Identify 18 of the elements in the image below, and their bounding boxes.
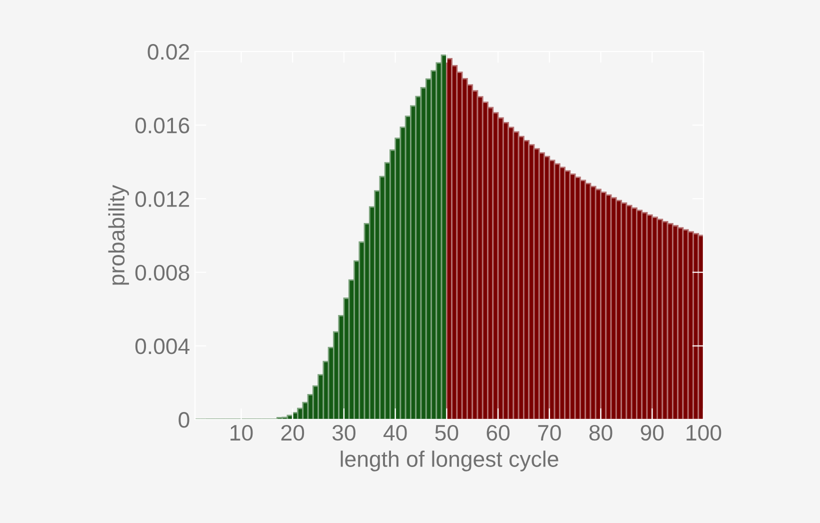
x-tick-label: 90	[640, 424, 664, 441]
x-axis-title: length of longest cycle	[340, 450, 558, 472]
x-tick-label: 40	[383, 424, 407, 441]
x-tick-label: 20	[281, 424, 304, 441]
x-tick-label: 80	[589, 424, 612, 441]
x-tick-label: 60	[486, 424, 510, 441]
y-tick-label: 0	[178, 412, 190, 428]
x-tick-label: 70	[538, 424, 561, 441]
y-tick-label: 0.004	[135, 338, 190, 354]
y-axis-title: probability	[108, 184, 129, 285]
y-tick-label: 0.016	[135, 118, 190, 134]
x-tick-label: 50	[435, 424, 458, 441]
x-tick-label: 30	[332, 424, 356, 441]
y-tick-label: 0.012	[135, 191, 190, 207]
y-tick-label: 0.008	[135, 264, 190, 281]
x-tick-label: 10	[230, 424, 253, 441]
y-tick-label: 0.02	[148, 44, 190, 60]
x-tick-label: 100	[686, 424, 722, 441]
